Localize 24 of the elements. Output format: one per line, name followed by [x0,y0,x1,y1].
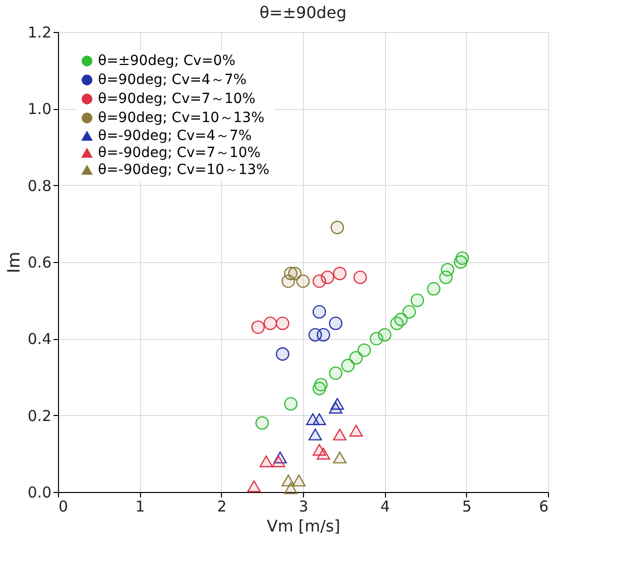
x-tick-label: 6 [538,498,548,516]
y-tick-label: 0.6 [28,254,52,272]
x-tick-label: 2 [217,498,227,516]
y-axis-title: Im [4,252,25,274]
y-tick-label: 0.2 [28,406,52,425]
y-tick-label: 0.8 [28,176,52,195]
legend-label: θ=90deg; Cv=10～13% [98,110,264,126]
x-tick-label: 4 [380,498,390,516]
legend-label: θ=-90deg; Cv=7～10% [98,145,261,161]
x-tick-label: 0 [58,498,68,516]
x-tick-label: 5 [462,498,472,516]
legend-label: θ=-90deg; Cv=10～13% [98,162,270,178]
legend-label: θ=-90deg; Cv=4～7% [98,128,252,144]
y-tick-label: 1.0 [28,100,52,118]
y-tick-label: 0.0 [28,484,52,502]
legend-label: θ=±90deg; Cv=0% [98,53,236,69]
y-tick-label: 0.4 [28,330,52,348]
x-tick-label: 3 [298,498,308,516]
x-axis-title: Vm [m/s] [266,516,340,536]
chart-title: θ=±90deg [259,3,347,22]
y-tick-label: 1.2 [28,24,52,42]
x-tick-label: 1 [135,498,145,516]
legend-label: θ=90deg; Cv=7～10% [98,91,256,107]
legend-label: θ=90deg; Cv=4～7% [98,72,247,88]
